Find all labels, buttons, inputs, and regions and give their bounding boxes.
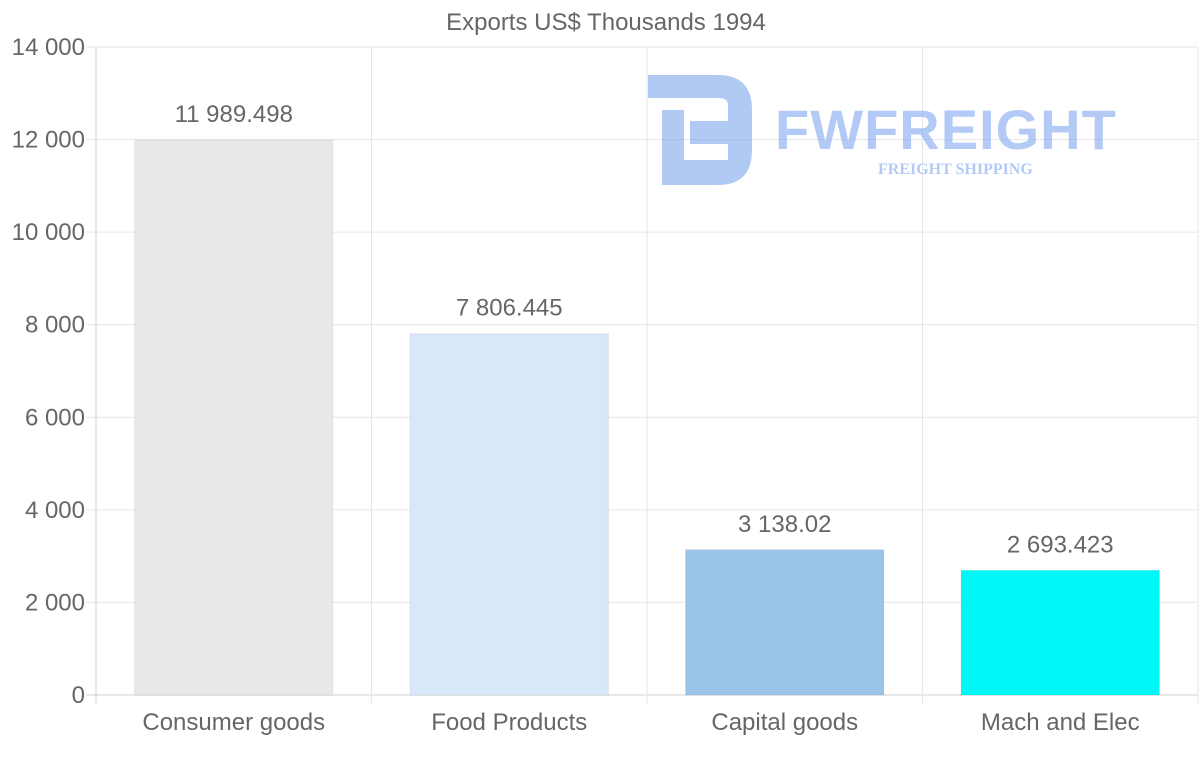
x-category-label: Capital goods: [711, 709, 858, 736]
bar-value-label: 7 806.445: [456, 295, 563, 322]
bar-value-label: 3 138.02: [738, 511, 831, 538]
watermark-tagline: FREIGHT SHIPPING: [878, 161, 1033, 178]
bar-consumer-goods: [134, 139, 334, 696]
x-category-label: Mach and Elec: [981, 709, 1140, 736]
chart-title: Exports US$ Thousands 1994: [446, 9, 766, 36]
x-category-label: Consumer goods: [142, 709, 325, 736]
y-tick-label: 6 000: [25, 404, 85, 431]
fwfreight-logo-icon: [648, 75, 752, 185]
y-tick-label: 4 000: [25, 497, 85, 524]
bar-value-label: 2 693.423: [1007, 531, 1114, 558]
y-tick-label: 0: [72, 682, 85, 709]
watermark: FWFREIGHT FREIGHT SHIPPING: [648, 75, 1117, 185]
y-tick-label: 2 000: [25, 589, 85, 616]
x-category-label: Food Products: [431, 709, 587, 736]
bars-layer: [134, 139, 1160, 696]
bar-capital-goods: [685, 549, 885, 696]
y-tick-label: 8 000: [25, 312, 85, 339]
y-tick-label: 12 000: [12, 127, 85, 154]
bar-value-label: 11 989.498: [175, 101, 293, 128]
bar-food-products: [409, 333, 609, 696]
labels-layer: 0 2 000 4 000 6 000 8 000 10 000 12 000 14 000 1…: [12, 34, 1140, 736]
y-tick-label: 14 000: [12, 34, 85, 61]
bar-mach-and-elec: [960, 569, 1160, 696]
watermark-brand: FWFREIGHT: [775, 98, 1117, 161]
y-tick-label: 10 000: [12, 219, 85, 246]
